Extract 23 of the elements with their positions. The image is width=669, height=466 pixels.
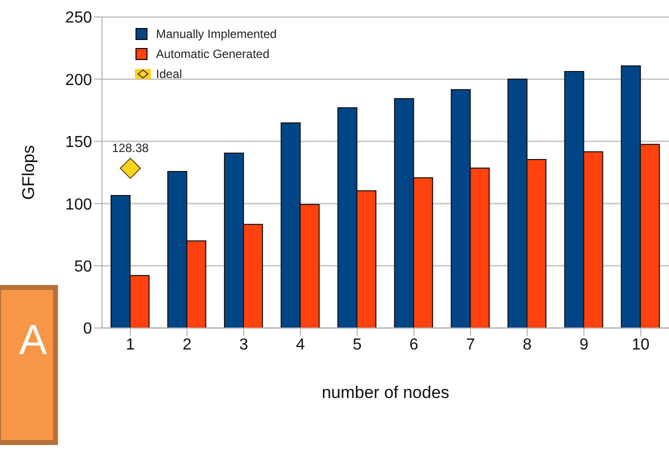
x-tick-label: 6 bbox=[409, 336, 418, 354]
x-tick-label: 8 bbox=[522, 336, 532, 354]
y-tick-label: 0 bbox=[83, 320, 92, 338]
data-label: 128.38 bbox=[112, 140, 150, 155]
y-tick-label: 50 bbox=[74, 258, 92, 276]
y-tick-label: 250 bbox=[65, 10, 92, 27]
x-tick-label: 7 bbox=[466, 336, 476, 354]
x-tick-label: 1 bbox=[126, 336, 135, 354]
x-tick-label: 9 bbox=[579, 336, 588, 354]
y-tick-label: 150 bbox=[65, 134, 92, 152]
label-box: A bbox=[0, 285, 58, 445]
x-axis-title: number of nodes bbox=[322, 383, 450, 402]
y-tick-label: 200 bbox=[65, 72, 92, 89]
legend-label: Automatic Generated bbox=[156, 47, 270, 61]
x-tick-label: 5 bbox=[352, 336, 362, 354]
x-tick-label: 3 bbox=[239, 336, 248, 354]
x-tick-label: 10 bbox=[632, 336, 650, 354]
y-axis-title: GFlops bbox=[19, 145, 38, 200]
x-tick-label: 4 bbox=[296, 336, 305, 354]
legend-label: Manually Implemented bbox=[156, 27, 277, 41]
x-tick-label: 2 bbox=[182, 336, 192, 354]
legend-label: Ideal bbox=[156, 67, 182, 81]
y-tick-label: 100 bbox=[65, 196, 92, 214]
